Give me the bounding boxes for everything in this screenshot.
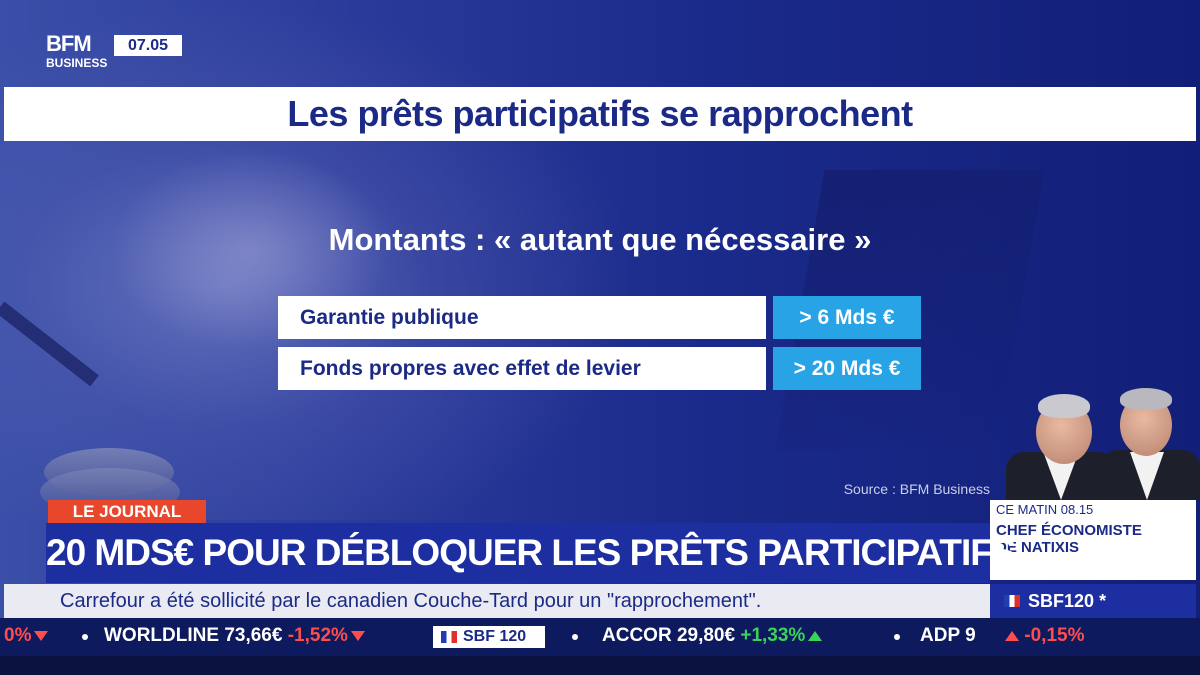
data-row: Fonds propres avec effet de levier > 20 …: [278, 347, 922, 390]
channel-logo: BFM BUSINESS: [46, 33, 110, 73]
guest-portrait: [1006, 380, 1116, 500]
data-row: Garantie publique > 6 Mds €: [278, 296, 922, 339]
bottom-band: [0, 656, 1200, 675]
france-flag-icon: [441, 631, 457, 643]
up-arrow-icon: [1005, 630, 1019, 641]
guest-role-line2: DE NATIXIS: [996, 539, 1080, 556]
separator-dot-icon: [894, 634, 900, 640]
index-change-box: -0,15%: [990, 618, 1200, 656]
source-credit: Source : BFM Business: [843, 481, 990, 497]
show-time: CE MATIN 08.15: [996, 502, 1094, 517]
ticker-item: ADP 9: [920, 625, 976, 646]
index-box: SBF120 *: [990, 584, 1196, 618]
down-arrow-icon: [350, 630, 365, 641]
ticker-item: WORLDLINE 73,66€ -1,52%: [104, 618, 365, 654]
ticker-item: ACCOR 29,80€ +1,33%: [602, 618, 823, 654]
france-flag-icon: [1004, 595, 1020, 607]
up-arrow-icon: [808, 630, 823, 641]
headline-text: 20 MDS€ POUR DÉBLOQUER LES PRÊTS PARTICI…: [46, 532, 1017, 573]
separator-dot-icon: [572, 634, 578, 640]
index-name: SBF120 *: [1028, 591, 1107, 611]
stock-ticker: 0% WORLDLINE 73,66€ -1,52% SBF 120 ACCOR…: [0, 618, 1200, 656]
crawl-text: Carrefour a été sollicité par le canadie…: [60, 590, 762, 612]
row-value: > 6 Mds €: [773, 296, 921, 339]
background-photo: [0, 0, 640, 520]
row-value: > 20 Mds €: [773, 347, 921, 390]
separator-dot-icon: [82, 634, 88, 640]
slide-title-bar: Les prêts participatifs se rapprochent: [4, 87, 1196, 141]
program-tag: LE JOURNAL: [48, 500, 206, 523]
guest-role-line1: CHEF ÉCONOMISTE: [996, 522, 1142, 539]
ticker-lead-change: 0%: [4, 618, 49, 654]
guest-photos: [990, 370, 1200, 500]
headline-banner: 20 MDS€ POUR DÉBLOQUER LES PRÊTS PARTICI…: [46, 523, 1017, 583]
guest-portrait: [1100, 380, 1200, 500]
sbf-chip: SBF 120: [433, 626, 545, 648]
row-label: Garantie publique: [278, 296, 766, 339]
news-crawl: Carrefour a été sollicité par le canadie…: [4, 584, 990, 618]
upcoming-show-box: CE MATIN 08.15 CHEF ÉCONOMISTE DE NATIXI…: [990, 500, 1196, 580]
index-change: -0,15%: [1002, 618, 1084, 654]
slide-subtitle: Montants : « autant que nécessaire »: [328, 222, 872, 257]
logo-text-business: BUSINESS: [46, 56, 108, 70]
down-arrow-icon: [34, 630, 49, 641]
logo-text-bfm: BFM: [46, 31, 92, 56]
clock: 07.05: [114, 35, 182, 56]
row-label: Fonds propres avec effet de levier: [278, 347, 766, 390]
slide-title: Les prêts participatifs se rapprochent: [287, 93, 913, 134]
